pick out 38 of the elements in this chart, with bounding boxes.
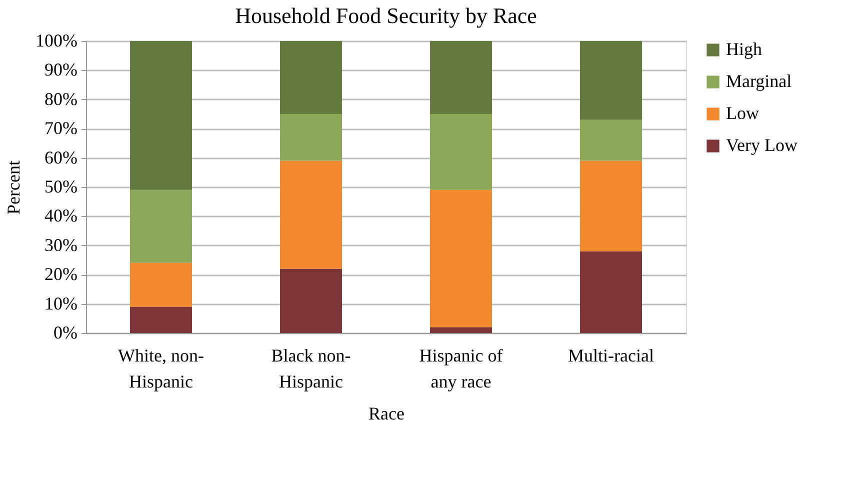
- y-tick-label: 80%: [44, 88, 78, 109]
- y-tick-label: 40%: [44, 206, 78, 226]
- y-tick-label: 20%: [44, 264, 78, 284]
- bar: [580, 120, 642, 161]
- legend-label: Marginal: [726, 71, 792, 91]
- y-tick-label: 10%: [44, 293, 78, 314]
- bar: [280, 114, 342, 161]
- bar: [280, 160, 342, 269]
- x-tick-label: Black non-Hispanic: [271, 346, 351, 392]
- bar: [280, 268, 342, 333]
- bar: [580, 160, 642, 252]
- y-tick-label: 100%: [36, 30, 78, 50]
- bar: [430, 41, 492, 114]
- y-axis-title: Percent: [4, 160, 24, 214]
- bar: [130, 262, 192, 307]
- bar: [430, 114, 492, 190]
- y-tick-label: 60%: [44, 147, 78, 168]
- x-tick-label: Multi-racial: [568, 346, 654, 366]
- bar: [130, 306, 192, 333]
- x-axis-title: Race: [368, 404, 404, 424]
- y-tick-label: 50%: [44, 176, 78, 196]
- legend-label: High: [726, 39, 762, 59]
- bar: [130, 190, 192, 263]
- bar: [430, 327, 492, 333]
- bar: [580, 41, 642, 120]
- chart-title: Household Food Security by Race: [235, 3, 537, 28]
- x-tick-label: Hispanic of any race: [419, 346, 503, 392]
- bar: [280, 41, 342, 114]
- y-tick-label: 70%: [44, 118, 78, 138]
- bar: [130, 41, 192, 190]
- x-tick-label: White, non-Hispanic: [118, 346, 204, 392]
- legend-label: Very Low: [726, 135, 798, 155]
- y-tick-label: 90%: [44, 60, 78, 80]
- bar: [430, 190, 492, 328]
- y-tick-label: 30%: [44, 234, 78, 255]
- legend-label: Low: [726, 103, 759, 123]
- y-tick-label: 0%: [54, 322, 78, 342]
- bar: [580, 251, 642, 333]
